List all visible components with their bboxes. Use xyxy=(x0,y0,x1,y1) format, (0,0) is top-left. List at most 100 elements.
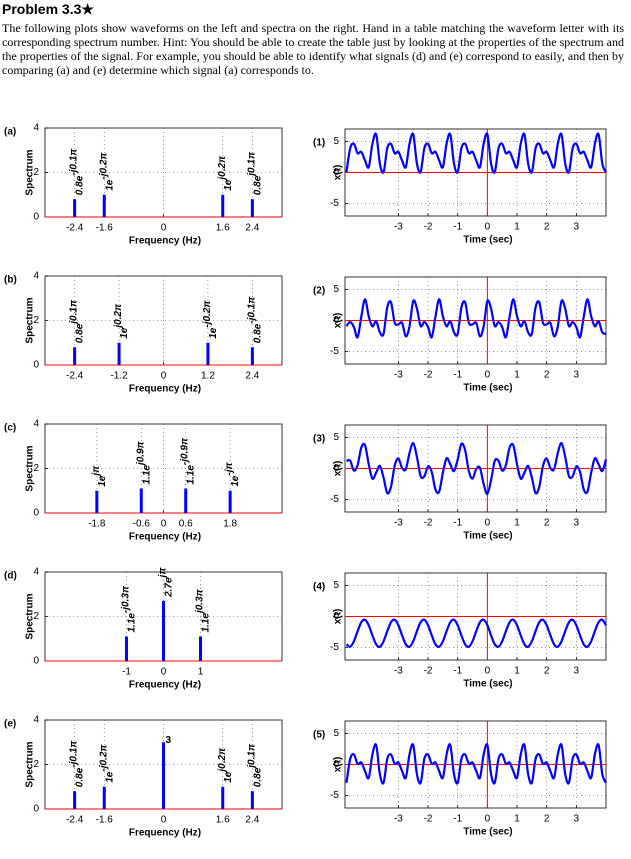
x-axis-label: Frequency (Hz) xyxy=(129,384,201,395)
x-tick-label: 3 xyxy=(574,222,580,233)
panel-label: (1) xyxy=(313,138,325,149)
y-axis-label: Spectrum xyxy=(25,149,36,195)
x-axis-label: Time (sec) xyxy=(463,827,512,838)
x-tick-label: 1 xyxy=(514,370,520,381)
y-tick-label: -5 xyxy=(330,790,339,801)
value-label: 1ejπ xyxy=(90,465,107,487)
x-tick-label: -2.4 xyxy=(66,371,84,382)
waveform xyxy=(345,298,607,339)
y-tick-label: 5 xyxy=(333,432,339,443)
x-tick-label: 1.8 xyxy=(223,519,237,530)
x-tick-label: -2.4 xyxy=(66,223,84,234)
y-tick-label: 2 xyxy=(33,463,39,474)
x-tick-label: 0.6 xyxy=(179,519,193,530)
y-tick-label: 0 xyxy=(33,212,39,223)
y-axis-label: x(t) xyxy=(333,313,344,329)
x-axis-label: Time (sec) xyxy=(463,383,512,394)
y-tick-label: 4 xyxy=(33,123,39,134)
y-tick-label: 5 xyxy=(333,284,339,295)
value-label: 1.1ej0.3π xyxy=(194,588,211,632)
x-tick-label: -1 xyxy=(453,370,462,381)
y-tick-label: 5 xyxy=(333,728,339,739)
y-tick-label: 0 xyxy=(33,656,39,667)
x-tick-label: 0 xyxy=(485,518,491,529)
x-tick-label: 2 xyxy=(544,370,550,381)
x-tick-label: -0.6 xyxy=(133,519,151,530)
y-tick-label: 2 xyxy=(33,167,39,178)
y-tick-label: -5 xyxy=(330,346,339,357)
x-tick-label: 2 xyxy=(544,814,550,825)
x-tick-label: -2.4 xyxy=(66,815,84,826)
y-axis-label: Spectrum xyxy=(25,593,36,639)
value-label: 1.1ej0.9π xyxy=(135,440,152,484)
x-tick-label: -2 xyxy=(424,666,433,677)
panel-label: (e) xyxy=(4,719,16,730)
y-axis-label: Spectrum xyxy=(25,741,36,787)
x-tick-label: 2 xyxy=(544,222,550,233)
x-tick-label: 0 xyxy=(161,371,167,382)
y-axis-label: x(t) xyxy=(333,461,344,477)
value-label: 1.1e-j0.9π xyxy=(179,437,196,484)
y-tick-label: -5 xyxy=(330,642,339,653)
x-tick-label: -2 xyxy=(424,222,433,233)
y-tick-label: 4 xyxy=(33,715,39,726)
x-tick-label: -2 xyxy=(424,814,433,825)
problem-text: The following plots show waveforms on th… xyxy=(2,21,624,77)
value-label: 0.8ej0.1π xyxy=(246,743,263,787)
x-tick-label: 3 xyxy=(574,370,580,381)
x-tick-label: 2.4 xyxy=(245,223,259,234)
panel-label: (3) xyxy=(313,434,325,445)
panel-label: (b) xyxy=(4,275,17,286)
x-tick-label: -2 xyxy=(424,370,433,381)
y-tick-label: -5 xyxy=(330,494,339,505)
x-tick-label: 2.4 xyxy=(245,371,259,382)
x-tick-label: 0 xyxy=(161,519,167,530)
x-tick-label: 1 xyxy=(198,667,204,678)
y-tick-label: 0 xyxy=(33,508,39,519)
x-tick-label: -3 xyxy=(394,814,403,825)
x-tick-label: 0 xyxy=(485,814,491,825)
value-label: 0.8e-j0.1π xyxy=(68,740,85,787)
y-tick-label: 5 xyxy=(333,580,339,591)
x-tick-label: -1.6 xyxy=(96,223,114,234)
y-tick-label: 0 xyxy=(333,759,339,770)
y-tick-label: 0 xyxy=(33,804,39,815)
value-label: 0.8e-j0.1π xyxy=(68,148,85,195)
x-axis-label: Time (sec) xyxy=(463,235,512,246)
x-tick-label: 1 xyxy=(514,814,520,825)
y-tick-label: 2 xyxy=(33,759,39,770)
x-tick-label: -1.6 xyxy=(96,815,114,826)
waveform xyxy=(345,743,608,785)
value-label: 1ej0.2π xyxy=(216,747,233,783)
x-tick-label: -1.8 xyxy=(88,519,106,530)
y-tick-label: 0 xyxy=(333,463,339,474)
x-tick-label: -3 xyxy=(394,518,403,529)
x-tick-label: 0 xyxy=(485,666,491,677)
x-tick-label: 2.4 xyxy=(245,815,259,826)
x-tick-label: -1.2 xyxy=(110,371,128,382)
x-tick-label: 3 xyxy=(574,814,580,825)
x-tick-label: -3 xyxy=(394,370,403,381)
x-tick-label: 0 xyxy=(161,815,167,826)
value-label: 1.1e-j0.3π xyxy=(120,585,137,632)
x-tick-label: 0 xyxy=(161,667,167,678)
y-tick-label: 0 xyxy=(333,611,339,622)
waveform xyxy=(345,132,608,174)
value-label: 1e-jπ xyxy=(224,462,241,487)
x-tick-label: -1 xyxy=(453,814,462,825)
y-axis-label: x(t) xyxy=(333,609,344,625)
x-axis-label: Frequency (Hz) xyxy=(129,680,201,691)
x-tick-label: -2 xyxy=(424,518,433,529)
x-tick-label: 1.6 xyxy=(216,223,230,234)
y-tick-label: 5 xyxy=(333,136,339,147)
y-axis-label: Spectrum xyxy=(25,445,36,491)
x-tick-label: 0 xyxy=(161,223,167,234)
x-tick-label: 0 xyxy=(485,222,491,233)
x-axis-label: Time (sec) xyxy=(463,679,512,690)
x-tick-label: 1 xyxy=(514,222,520,233)
panel-label: (2) xyxy=(313,286,325,297)
y-tick-label: -5 xyxy=(330,198,339,209)
value-label: 0.8ej0.1π xyxy=(68,299,85,343)
value-label: 1e-j0.2π xyxy=(98,152,115,191)
